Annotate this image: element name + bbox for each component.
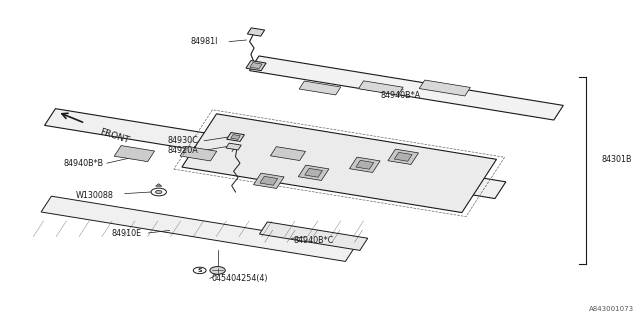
Polygon shape xyxy=(394,152,412,161)
Polygon shape xyxy=(260,176,278,185)
Circle shape xyxy=(210,267,225,274)
Polygon shape xyxy=(253,173,284,188)
Text: 84920A: 84920A xyxy=(168,146,198,155)
Polygon shape xyxy=(305,168,323,177)
Polygon shape xyxy=(227,132,244,141)
Polygon shape xyxy=(247,28,265,36)
Text: 84301B: 84301B xyxy=(602,156,632,164)
Text: A843001073: A843001073 xyxy=(588,306,634,312)
Text: W130088: W130088 xyxy=(76,191,113,200)
Polygon shape xyxy=(250,56,563,120)
Circle shape xyxy=(151,188,166,196)
Polygon shape xyxy=(246,60,266,71)
Circle shape xyxy=(156,190,162,194)
Text: 84910E: 84910E xyxy=(112,229,142,238)
Text: FRONT: FRONT xyxy=(99,127,130,145)
Polygon shape xyxy=(271,147,305,161)
Polygon shape xyxy=(259,222,368,251)
Text: 84940B*B: 84940B*B xyxy=(64,159,104,168)
Polygon shape xyxy=(226,143,241,150)
Text: 84930C: 84930C xyxy=(168,136,198,145)
Text: 84940B*A: 84940B*A xyxy=(381,92,421,100)
Polygon shape xyxy=(45,109,506,198)
Polygon shape xyxy=(298,165,329,180)
Polygon shape xyxy=(156,184,162,186)
Polygon shape xyxy=(114,146,155,162)
Polygon shape xyxy=(182,114,497,212)
Polygon shape xyxy=(419,80,470,96)
Polygon shape xyxy=(349,157,380,172)
Polygon shape xyxy=(230,134,241,140)
Text: S: S xyxy=(197,268,202,273)
Polygon shape xyxy=(180,146,217,161)
Polygon shape xyxy=(356,160,374,169)
Polygon shape xyxy=(250,63,262,68)
Polygon shape xyxy=(358,81,403,95)
Circle shape xyxy=(193,267,206,274)
Polygon shape xyxy=(388,149,419,164)
Text: 045404254(4): 045404254(4) xyxy=(211,274,268,283)
Text: 84981I: 84981I xyxy=(190,37,218,46)
Polygon shape xyxy=(299,81,341,95)
Text: 84940B*C: 84940B*C xyxy=(293,236,333,245)
Polygon shape xyxy=(41,196,356,261)
